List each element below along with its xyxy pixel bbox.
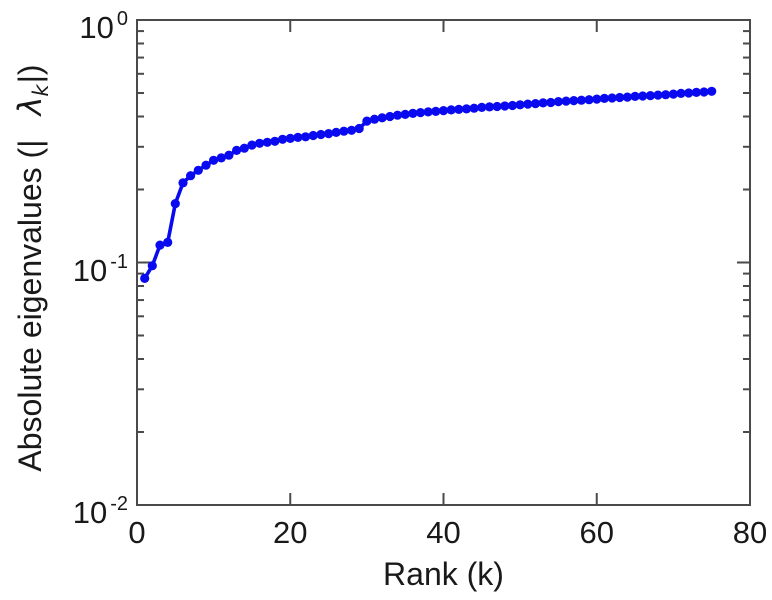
data-point-marker: [523, 99, 533, 109]
data-point-marker: [140, 273, 150, 283]
data-point-marker: [561, 96, 571, 106]
data-point-marker: [186, 171, 196, 181]
data-point-marker: [293, 132, 303, 142]
data-point-marker: [507, 100, 518, 111]
data-line: [142, 89, 714, 281]
x-axis-label: Rank (k): [383, 556, 504, 592]
data-point-marker: [247, 140, 257, 150]
data-point-marker: [638, 91, 648, 101]
y-tick-base: 10: [72, 495, 108, 530]
data-point-marker: [553, 97, 564, 107]
data-point-marker: [676, 88, 686, 98]
data-point-marker: [607, 93, 617, 103]
data-point-marker: [278, 134, 288, 144]
data-point-marker: [201, 160, 211, 170]
data-point-marker: [163, 237, 173, 247]
y-axis-label-text: Absolute eigenvalues (|: [12, 139, 48, 472]
data-point-marker: [592, 94, 602, 104]
data-point-marker: [576, 95, 587, 105]
data-point-marker: [178, 178, 188, 188]
data-point-marker: [354, 123, 364, 134]
data-point-marker: [461, 104, 472, 114]
data-point-marker: [170, 199, 180, 209]
data-point-marker: [707, 86, 717, 96]
data-point-marker: [216, 153, 226, 163]
data-point-marker: [155, 240, 165, 250]
data-point-marker: [193, 165, 203, 175]
data-point-marker: [369, 114, 380, 124]
data-point-marker: [255, 138, 265, 148]
data-point-marker: [301, 132, 311, 142]
data-point-marker: [454, 104, 464, 114]
y-axis-label: Absolute eigenvalues (| λk|): [9, 8, 53, 528]
data-point-marker: [668, 89, 679, 99]
data-point-marker: [308, 130, 318, 141]
x-tick-label-80: 80: [732, 515, 768, 550]
data-point-marker: [316, 129, 326, 140]
data-point-marker: [469, 103, 479, 113]
data-point-marker: [500, 101, 510, 111]
data-point-marker: [147, 261, 157, 271]
data-point-marker: [538, 98, 548, 108]
lambda-symbol: λ: [11, 96, 49, 116]
y-tick-label-10e-2: 10 -2: [28, 483, 128, 534]
y-tick-exponent: -2: [110, 493, 128, 515]
data-point-marker: [546, 97, 556, 108]
data-point-marker: [515, 100, 525, 110]
data-point-marker: [362, 116, 372, 126]
y-tick-label-10e0: 10 0: [28, 0, 128, 49]
data-point-marker: [400, 109, 410, 119]
data-point-marker: [599, 93, 610, 103]
data-point-marker: [569, 96, 579, 106]
data-point-marker: [653, 90, 663, 100]
data-point-marker: [431, 106, 441, 116]
x-tick-label-20: 20: [273, 515, 308, 550]
data-point-marker: [622, 92, 633, 102]
data-point-marker: [691, 87, 702, 97]
data-point-marker: [477, 102, 487, 112]
data-point-marker: [339, 126, 349, 136]
data-point-marker: [492, 101, 502, 112]
data-point-marker: [684, 88, 694, 98]
lambda-subscript: k: [29, 84, 53, 97]
data-point-marker: [438, 106, 449, 116]
data-point-marker: [645, 91, 656, 101]
data-point-marker: [285, 133, 295, 143]
data-point-marker: [270, 136, 280, 146]
data-point-marker: [324, 129, 334, 139]
x-tick-label-40: 40: [426, 515, 461, 550]
data-point-marker: [661, 90, 671, 100]
data-point-marker: [630, 91, 640, 101]
x-tick-label-60: 60: [579, 515, 614, 550]
x-tick-label-0: 0: [128, 515, 146, 550]
data-point-marker: [347, 125, 357, 135]
data-point-marker: [377, 113, 387, 123]
y-tick-exponent: -1: [110, 250, 128, 273]
data-point-marker: [699, 87, 709, 97]
data-point-marker: [239, 143, 249, 153]
y-tick-base: 10: [79, 10, 114, 45]
data-point-marker: [446, 105, 456, 115]
data-point-marker: [209, 155, 219, 165]
data-point-marker: [232, 145, 242, 155]
y-tick-exponent: 0: [116, 8, 128, 30]
data-point-marker: [262, 137, 272, 147]
data-point-marker: [423, 107, 433, 117]
data-point-marker: [415, 108, 426, 118]
data-point-marker: [408, 108, 418, 118]
data-point-marker: [530, 99, 541, 109]
data-point-marker: [484, 102, 495, 112]
data-point-marker: [331, 127, 341, 137]
data-point-marker: [224, 150, 234, 160]
y-tick-label-10e-1: 10 -1: [28, 241, 128, 292]
data-point-marker: [392, 110, 403, 120]
data-point-marker: [584, 95, 594, 105]
y-tick-base: 10: [72, 252, 108, 288]
data-point-marker: [385, 111, 395, 122]
y-axis-label-suffix: |): [12, 64, 48, 84]
data-point-marker: [615, 92, 625, 103]
